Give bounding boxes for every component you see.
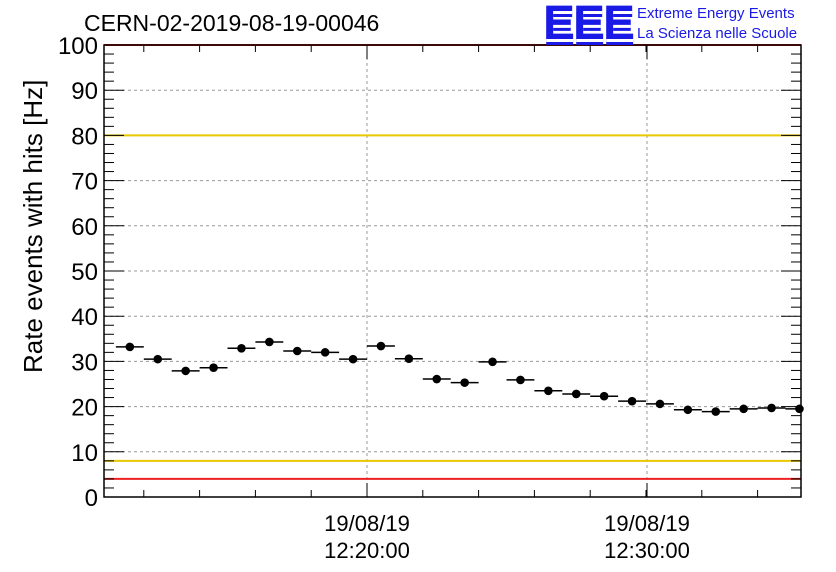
org-line-1: Extreme Energy Events (637, 5, 795, 22)
data-point (488, 357, 497, 367)
y-tick-labels: 0 10 20 30 40 50 60 70 80 90 100 (58, 33, 98, 512)
x-tick-label-date: 19/08/19 (604, 511, 690, 536)
data-point (711, 407, 721, 416)
y-tick-label: 100 (58, 33, 98, 60)
y-tick-label: 70 (71, 169, 98, 196)
data-point (320, 348, 330, 357)
data-point (265, 337, 274, 347)
data-point (460, 378, 469, 387)
y-tick-label: 90 (71, 78, 98, 105)
data-point (348, 354, 358, 364)
y-axis-label: Rate events with hits [Hz] (18, 79, 48, 373)
data-point (237, 343, 246, 353)
data-point (292, 346, 302, 356)
data-point (404, 354, 414, 363)
eee-logo: EEE (543, 0, 635, 50)
grid-lines (104, 45, 801, 497)
axis-ticks (104, 44, 801, 498)
x-tick-label-time: 12:30:00 (604, 538, 690, 563)
data-point (125, 342, 135, 352)
data-point (683, 405, 693, 415)
y-tick-label: 10 (71, 440, 98, 467)
data-point (739, 404, 748, 414)
org-line-2: La Scienza nelle Scuole (637, 25, 798, 42)
data-point (376, 341, 386, 351)
data-point (432, 374, 442, 384)
y-tick-label: 80 (71, 123, 98, 150)
data-point (571, 389, 581, 399)
y-tick-label: 60 (71, 214, 98, 241)
data-point (153, 354, 163, 364)
y-tick-label: 0 (85, 485, 98, 512)
data-point (795, 404, 804, 414)
x-tick-label-date: 19/08/19 (324, 511, 410, 536)
y-tick-label: 20 (71, 395, 98, 422)
y-tick-label: 40 (71, 304, 98, 331)
chart-title: CERN-02-2019-08-19-00046 (84, 10, 380, 36)
threshold-lines (104, 44, 801, 480)
x-tick-label-time: 12:20:00 (324, 538, 410, 563)
data-points (115, 337, 804, 416)
data-point (544, 386, 553, 396)
org-name: Extreme Energy Events La Scienza nelle S… (637, 4, 797, 44)
y-tick-label: 30 (71, 349, 98, 376)
data-point (655, 399, 665, 409)
data-point (181, 366, 190, 376)
data-point (209, 363, 218, 373)
data-point (599, 391, 609, 401)
data-point (516, 375, 525, 385)
data-point (767, 403, 776, 413)
data-point (627, 396, 637, 406)
y-tick-label: 50 (71, 259, 98, 286)
